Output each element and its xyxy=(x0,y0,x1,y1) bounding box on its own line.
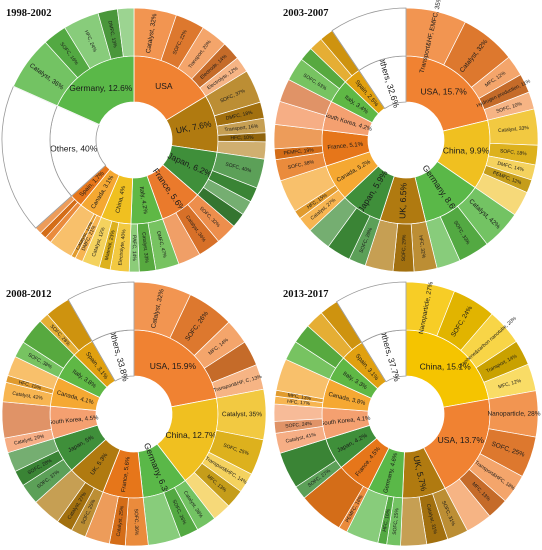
topic-label: SOFC, 36% xyxy=(133,509,140,536)
topic-label: SOFC, 18% xyxy=(500,148,528,157)
country-label: UK, 6.5% xyxy=(397,182,408,219)
topic-label: SOFC, 29% xyxy=(401,234,408,261)
panel-2003-2007: 2003-2007 USA, 15.7%Transport&HF, EMFC, … xyxy=(273,0,539,273)
country-label: USA xyxy=(155,81,173,91)
country-label: USA, 15.7% xyxy=(421,86,468,96)
others-outer-slice xyxy=(331,7,407,71)
country-label: China, 12.7% xyxy=(166,430,217,440)
topic-label: Transport, 16% xyxy=(224,123,259,133)
topic-label: DMFC, 13% xyxy=(106,20,117,48)
topic-label: PAFC, 14% xyxy=(131,235,137,261)
topic-label: MFC, 13% xyxy=(287,392,312,402)
topic-label: Catalyst, 25% xyxy=(116,505,126,537)
topic-label: Electrolyte, 40% xyxy=(118,229,128,266)
others-outer-slice xyxy=(67,281,135,342)
panel-title: 2003-2007 xyxy=(283,8,329,19)
topic-label: HFC, 16% xyxy=(382,508,392,532)
topic-label: HFC, 10% xyxy=(230,135,254,141)
topic-label: Catalyst, 42% xyxy=(12,391,44,402)
country-label: France, 5.1% xyxy=(327,142,364,152)
panel-2008-2012: 2008-2012 USA, 15.9%Catalyst, 32% SOFC, 2… xyxy=(1,281,267,547)
country-label: Others, 40% xyxy=(50,144,98,154)
topic-label: Catalyst, 33% xyxy=(140,232,149,264)
country-label: Italy, 4.2% xyxy=(138,186,148,215)
country-label: Germany, 12.6% xyxy=(69,83,133,93)
country-label: USA, 13.7% xyxy=(438,435,485,445)
country-label: South Korea, 4.5% xyxy=(48,415,99,426)
topic-label: SOFC, 24% xyxy=(285,421,313,430)
country-label: China, 15.1% xyxy=(420,361,471,371)
topic-label: HFC, 32% xyxy=(417,235,426,259)
panel-title: 1998-2002 xyxy=(6,8,52,19)
topic-label: HFC, 17% xyxy=(287,399,311,407)
panel-2013-2017: 2013-2017 China, 15.1%Nanoparticle, 27% S… xyxy=(273,281,541,547)
country-label: USA, 15.9% xyxy=(150,361,197,371)
topic-label: PEMFC, 19% xyxy=(283,147,314,156)
others-outer-slice xyxy=(336,281,407,344)
panel-title: 2008-2012 xyxy=(6,289,52,300)
country-label: France, 5.6% xyxy=(121,456,132,493)
topic-label: Catalyst, 33% xyxy=(498,125,530,134)
topic-label: Nanoparticle, 28% xyxy=(487,411,540,418)
country-label: China, 9.9% xyxy=(443,145,490,155)
country-label: South Korea, 4.1% xyxy=(320,416,371,428)
topic-label: Catalyst, 35% xyxy=(222,411,262,418)
panel-title: 2013-2017 xyxy=(283,289,329,300)
topic-label: SOFC, 25% xyxy=(392,507,401,535)
topic-slice xyxy=(116,7,135,58)
